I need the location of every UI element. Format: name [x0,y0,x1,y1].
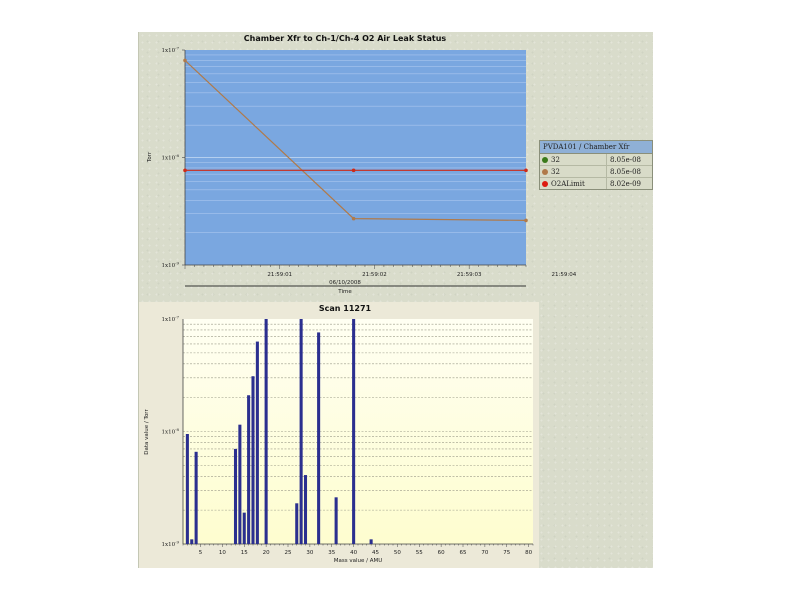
legend-marker-icon [542,168,548,175]
date-label: 06/10/2008 [329,280,361,286]
x-tick-label: 21:59:03 [457,272,482,278]
x-tick-label: 55 [416,550,423,556]
y-tick-label: 1x10-9 [161,261,179,270]
bar [238,424,242,544]
legend-header: PVDA101 / Chamber Xfr [540,141,652,154]
bar [247,395,251,544]
x-tick-label: 21:59:02 [362,272,387,278]
y-tick-label: 1x10-8 [161,427,179,436]
legend-series-value: 8.02e-09 [610,179,642,188]
leak-status-chart[interactable]: Chamber Xfr to Ch-1/Ch-4 O2 Air Leak Sta… [139,32,577,302]
x-tick-label: 15 [241,550,248,556]
scan-chart[interactable]: Scan 11271 1x10-7 1x10-8 1x10-9 Data value /… [139,302,539,568]
y-axis-label: Data value / Torr [144,409,150,455]
x-tick-label: 35 [328,550,335,556]
legend-row[interactable]: 32 8.05e-08 [540,166,652,178]
data-point [351,168,356,173]
legend-series-name: 32 [551,167,560,176]
x-tick-label: 70 [481,550,488,556]
x-tick-label: 21:59:01 [267,272,292,278]
bar [303,475,308,544]
x-tick-label: 75 [503,550,510,556]
legend-marker-icon [542,156,548,163]
x-tick-label: 60 [438,550,445,556]
bar [185,434,189,544]
data-point [351,216,356,221]
chart-legend: PVDA101 / Chamber Xfr 32 8.05e-08 32 8.0… [539,140,653,190]
chart-title: Chamber Xfr to Ch-1/Ch-4 O2 Air Leak Sta… [244,34,447,43]
x-tick-label: 45 [372,550,379,556]
x-tick-label: 40 [350,550,357,556]
x-tick-label: 25 [285,550,292,556]
y-axis-label: Torr [147,151,153,163]
x-tick-label: 20 [263,550,270,556]
bar [251,376,255,544]
x-tick-label: 30 [306,550,313,556]
scan-chart-svg: Scan 11271 1x10-7 1x10-8 1x10-9 Data value /… [144,304,534,564]
bar [369,539,373,544]
leak-status-chart-svg: Chamber Xfr to Ch-1/Ch-4 O2 Air Leak Sta… [147,34,577,295]
x-tick-label: 10 [219,550,226,556]
data-point [524,168,528,173]
bar [264,319,268,544]
data-point [524,218,528,223]
x-axis-label: Time [337,289,352,295]
bar [233,448,238,544]
bar [352,319,356,544]
legend-series-name: O2ALimit [551,179,585,188]
bar [190,539,194,544]
y-tick-label: 1x10-7 [161,315,179,324]
legend-row[interactable]: O2ALimit 8.02e-09 [540,178,652,189]
x-tick-label: 80 [525,550,532,556]
x-tick-label: 5 [199,550,203,556]
bar [295,503,299,544]
data-point [183,58,187,63]
legend-series-value: 8.05e-08 [610,155,642,164]
data-point [183,168,187,173]
legend-row[interactable]: 32 8.05e-08 [540,154,652,166]
y-tick-label: 1x10-9 [161,540,179,549]
trend-application: Chamber Xfr to Ch-1/Ch-4 O2 Air Leak Sta… [138,32,653,568]
x-axis-label: Mass value / AMU [334,558,383,564]
y-tick-label: 1x10-7 [161,46,179,55]
bar [255,341,259,544]
legend-series-value: 8.05e-08 [610,167,642,176]
bar [194,451,198,544]
x-tick-label: 65 [460,550,467,556]
chart-title: Scan 11271 [319,304,372,313]
bar [242,512,246,544]
x-tick-label: 50 [394,550,401,556]
x-tick-label: 21:59:04 [552,272,577,278]
legend-marker-icon [542,180,548,187]
legend-series-name: 32 [551,155,560,164]
bar [299,319,303,544]
bar [317,332,321,544]
bar [334,497,338,544]
y-tick-label: 1x10-8 [161,153,179,162]
